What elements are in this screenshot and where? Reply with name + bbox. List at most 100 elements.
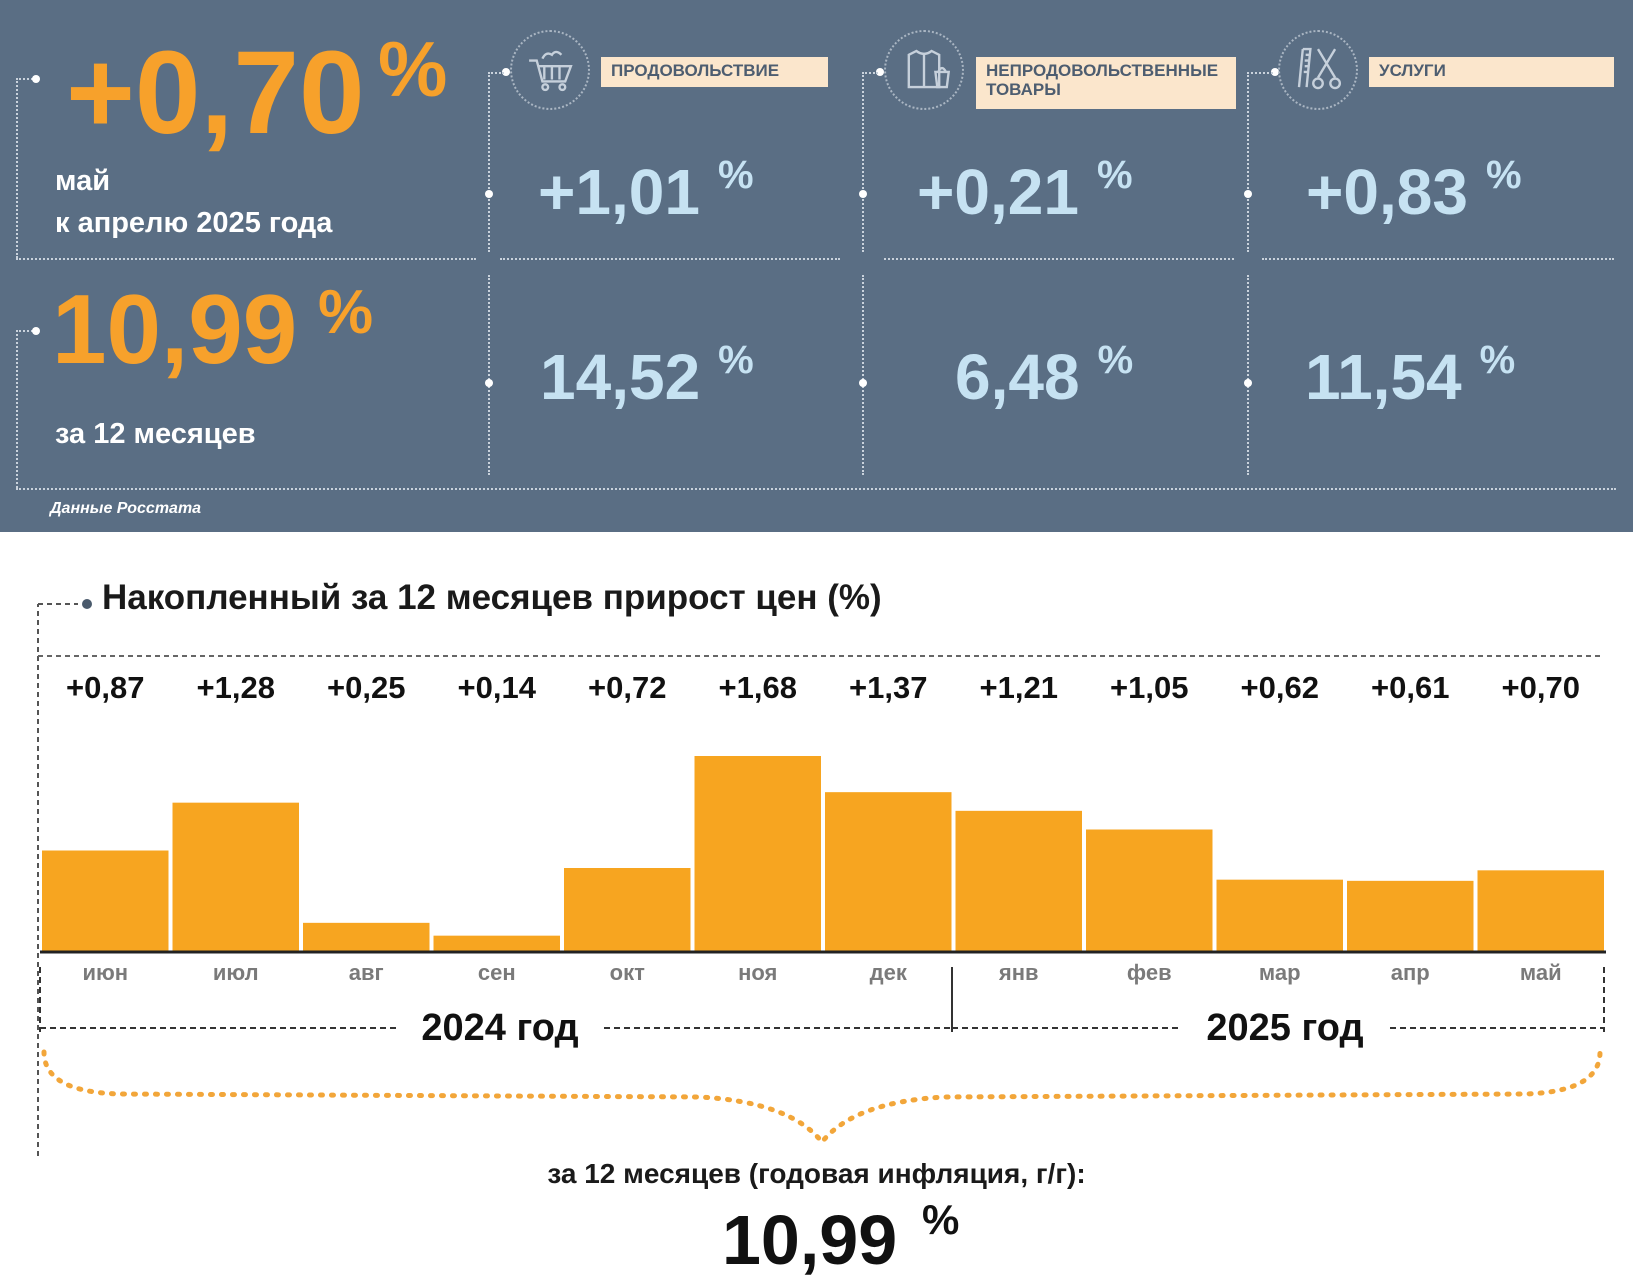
frame-line — [1247, 72, 1273, 74]
category-label-services: УСЛУГИ — [1369, 57, 1614, 87]
annual-inflation-caption: за 12 месяцев (годовая инфляция, г/г): — [547, 1158, 1086, 1189]
column-divider — [862, 72, 864, 252]
frame-line — [16, 78, 18, 258]
column-divider — [488, 72, 490, 252]
row-pin — [1244, 190, 1252, 198]
percent-sign: % — [318, 278, 374, 347]
monthly-caption-month: май — [55, 165, 111, 197]
bar-дек — [825, 792, 952, 952]
bar-мар — [1216, 879, 1343, 952]
month-label: фев — [1127, 960, 1172, 985]
annual-inflation-value: 10,99% — [722, 1196, 960, 1279]
column-pin — [876, 68, 884, 76]
category-label-food: ПРОДОВОЛЬСТВИЕ — [601, 57, 828, 87]
column-pin — [502, 68, 510, 76]
comb-scissors-icon — [1278, 30, 1358, 110]
food-monthly-value: +1,01% — [538, 153, 754, 228]
value-label: +0,25 — [327, 670, 405, 705]
bar-май — [1477, 870, 1604, 952]
bottom-divider — [16, 488, 1616, 490]
monthly-caption-period: к апрелю 2025 года — [55, 207, 333, 239]
services-annual-value: 11,54% — [1305, 338, 1516, 413]
value-label: +0,70 — [1502, 670, 1580, 705]
row-pin — [1244, 379, 1252, 387]
monthly-change-value: +0,70% — [66, 25, 448, 159]
frame-line — [16, 330, 18, 488]
bar-авг — [303, 922, 430, 952]
row-pin — [485, 379, 493, 387]
column-divider — [862, 275, 864, 475]
percent-sign: % — [717, 153, 754, 197]
bar-окт — [564, 868, 691, 952]
value-label: +1,28 — [197, 670, 275, 705]
column-divider — [1247, 72, 1249, 252]
nonfood-annual-value: 6,48% — [955, 338, 1134, 413]
bar-янв — [955, 810, 1082, 952]
column-divider — [488, 275, 490, 475]
frame-line — [16, 330, 36, 332]
value-label: +1,05 — [1110, 670, 1188, 705]
title-bracket — [37, 603, 78, 1156]
bar-июл — [172, 802, 299, 952]
twelve-month-brace — [41, 1049, 1603, 1146]
shopping-cart-icon — [510, 30, 590, 110]
services-monthly-value: +0,83% — [1306, 153, 1522, 228]
value-label: +0,61 — [1371, 670, 1449, 705]
value-label: +1,21 — [980, 670, 1058, 705]
month-label: июн — [82, 960, 128, 985]
month-label: май — [1520, 960, 1562, 985]
bar-апр — [1347, 880, 1474, 952]
row-divider — [884, 258, 1234, 260]
frame-pin — [32, 75, 40, 83]
month-label: апр — [1391, 960, 1430, 985]
nonfood-monthly-value: +0,21% — [917, 153, 1133, 228]
bar-сен — [433, 935, 560, 952]
clothes-bag-icon — [884, 30, 964, 110]
row-divider — [16, 258, 476, 260]
month-label: ноя — [738, 960, 777, 985]
percent-sign: % — [378, 25, 448, 113]
row-divider — [1262, 258, 1614, 260]
bar-ноя — [694, 756, 821, 952]
month-label: окт — [610, 960, 645, 985]
month-label: мар — [1259, 960, 1301, 985]
month-label: июл — [213, 960, 259, 985]
row-pin — [859, 190, 867, 198]
value-label: +1,37 — [849, 670, 927, 705]
percent-sign: % — [1097, 338, 1134, 382]
value-label: +0,72 — [588, 670, 666, 705]
row-pin — [859, 379, 867, 387]
source-note: Данные Росстата — [50, 500, 202, 517]
frame-line — [488, 72, 504, 74]
frame-line — [16, 78, 36, 80]
chart-title: Накопленный за 12 месяцев прирост цен (%… — [102, 578, 882, 617]
month-label: авг — [349, 960, 384, 985]
annual-caption: за 12 месяцев — [55, 418, 256, 450]
year-label-2025: 2025 год — [1206, 1007, 1363, 1049]
year-label-2024: 2024 год — [421, 1007, 578, 1049]
bar-июн — [42, 850, 169, 952]
month-label: янв — [998, 960, 1039, 985]
row-divider — [500, 258, 840, 260]
percent-sign: % — [1485, 153, 1522, 197]
frame-line — [862, 72, 878, 74]
inflation-summary-panel: +0,70% май к апрелю 2025 года 10,99% за … — [0, 0, 1633, 532]
value-label: +0,62 — [1241, 670, 1319, 705]
month-label: дек — [870, 960, 908, 985]
percent-sign: % — [718, 338, 754, 382]
row-pin — [485, 190, 493, 198]
month-label: сен — [478, 960, 516, 985]
title-bullet — [82, 599, 92, 609]
monthly-inflation-bar-chart: +0,87 июн +1,28 июл +0,25 авг +0,14 сен +0,72 окт… — [37, 599, 1606, 1156]
column-divider — [1247, 275, 1249, 475]
bar-фев — [1086, 829, 1213, 952]
percent-sign: % — [922, 1196, 960, 1243]
value-label: +0,14 — [458, 670, 537, 705]
percent-sign: % — [1096, 153, 1133, 197]
food-annual-value: 14,52% — [540, 338, 754, 413]
value-label: +0,87 — [66, 670, 144, 705]
percent-sign: % — [1479, 338, 1516, 382]
category-label-nonfood: НЕПРОДОВОЛЬСТВЕННЫЕ ТОВАРЫ — [976, 57, 1236, 109]
annual-change-value: 10,99% — [52, 274, 374, 384]
frame-pin — [32, 327, 40, 335]
